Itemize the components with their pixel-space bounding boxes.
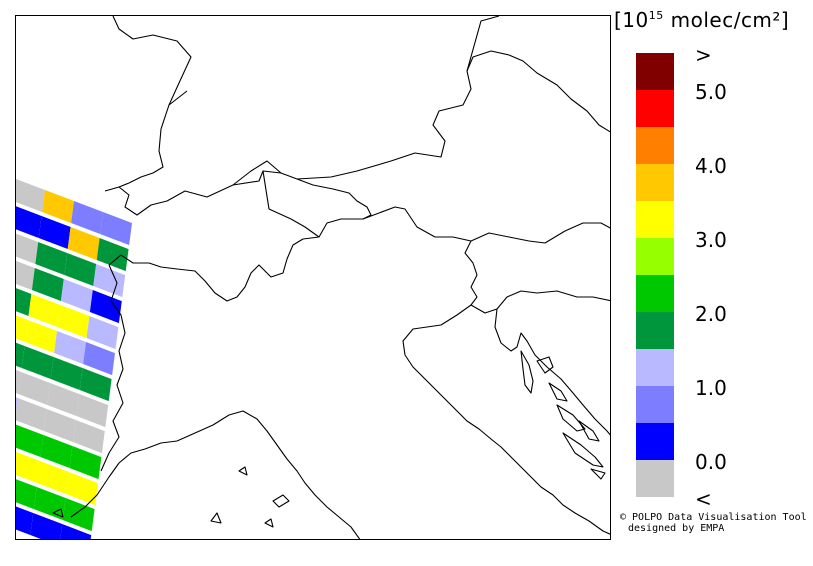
- swath-pixel: [72, 420, 105, 454]
- island-capraia: [238, 466, 248, 476]
- swath-pixel: [35, 242, 68, 276]
- colorbar-tick-label: 2.0: [695, 302, 727, 326]
- island-krk: [536, 356, 554, 374]
- swath-pixel: [96, 238, 129, 272]
- swath-pixel: [71, 201, 103, 235]
- credit-text: © POLPO Data Visualisation Tool designed…: [620, 512, 807, 534]
- swath-pixel: [16, 206, 42, 239]
- border-switzerland: [108, 170, 372, 302]
- colorbar-tick-label: <: [695, 487, 712, 511]
- colorbar-tick-label: 1.0: [695, 376, 727, 400]
- swath-pixel: [21, 346, 54, 380]
- swath-pixel: [16, 288, 32, 317]
- border-france-italy: [100, 264, 126, 472]
- map-panel[interactable]: [15, 15, 611, 540]
- swath-pixel: [25, 320, 57, 354]
- swath-pixel: [16, 479, 37, 510]
- swath-pixel: [33, 487, 66, 521]
- colorbar: [636, 53, 676, 497]
- swath-pixel: [38, 216, 71, 250]
- swath-pixel: [47, 383, 80, 417]
- colorbar-swatch: [636, 423, 674, 460]
- swath-pixel: [60, 524, 92, 539]
- colorbar-unit-label: [1015 molec/cm²]: [614, 8, 790, 32]
- border-austria-germany: [232, 50, 610, 238]
- colorbar-tick-label: 3.0: [695, 228, 727, 252]
- colorbar-tick-label: 5.0: [695, 80, 727, 104]
- coast-istria-croatia: [494, 308, 610, 436]
- swath-pixel: [16, 424, 44, 458]
- swath-pixel: [16, 398, 47, 432]
- swath-pixel: [100, 212, 132, 246]
- colorbar-swatch: [636, 53, 674, 90]
- border-germany-north: [168, 16, 500, 106]
- island-pag: [556, 404, 586, 432]
- colorbar-swatch: [636, 386, 674, 423]
- coast-italy-adriatic: [402, 304, 610, 535]
- swath-pixel: [54, 331, 86, 365]
- island-rab: [548, 382, 568, 402]
- colorbar-tick-label: 0.0: [695, 450, 727, 474]
- border-alps-east: [362, 206, 610, 244]
- border-slovenia: [464, 240, 610, 314]
- swath-pixel: [42, 190, 74, 224]
- colorbar-swatch: [636, 312, 674, 349]
- colorbar-swatch: [636, 349, 674, 386]
- satellite-swath: [16, 179, 132, 539]
- island-gorgona: [264, 518, 274, 528]
- colorbar-swatch: [636, 164, 674, 201]
- swath-pixel: [93, 264, 126, 298]
- swath-pixel: [16, 315, 28, 343]
- island-elba: [272, 494, 290, 508]
- swath-pixel: [28, 294, 61, 328]
- colorbar-tick-label: >: [695, 43, 712, 67]
- swath-pixel: [83, 342, 115, 376]
- credit-line-1: © POLPO Data Visualisation Tool: [620, 512, 807, 523]
- map-canvas[interactable]: [16, 16, 611, 540]
- swath-pixel: [16, 370, 22, 395]
- island-corsica-tip: [210, 512, 222, 524]
- swath-pixel: [16, 397, 18, 412]
- swath-pixel: [30, 513, 63, 539]
- swath-pixel: [16, 179, 45, 213]
- swath-pixel: [62, 498, 95, 532]
- swath-pixel: [69, 446, 102, 480]
- colorbar-swatch: [636, 201, 674, 238]
- swath-pixel: [43, 409, 76, 443]
- island-cres: [520, 350, 534, 394]
- border-france-north: [104, 16, 192, 192]
- swath-pixel: [16, 260, 35, 291]
- swath-pixel: [37, 461, 69, 495]
- credit-line-2: designed by EMPA: [628, 523, 725, 534]
- colorbar-swatch: [636, 275, 674, 312]
- swath-pixel: [86, 316, 119, 350]
- swath-pixel: [60, 279, 93, 313]
- swath-pixel: [40, 435, 73, 469]
- island-small-3: [52, 508, 64, 518]
- island-dugi: [562, 432, 604, 468]
- island-small-2: [590, 468, 606, 480]
- swath-pixel: [18, 372, 51, 406]
- colorbar-tick-label: 4.0: [695, 154, 727, 178]
- swath-pixel: [50, 357, 83, 391]
- coast-liguria: [70, 410, 361, 539]
- swath-pixel: [67, 227, 100, 261]
- swath-pixel: [16, 342, 25, 369]
- swath-pixel: [66, 472, 98, 506]
- swath-pixel: [89, 290, 122, 324]
- colorbar-swatch: [636, 460, 674, 497]
- swath-pixel: [79, 368, 112, 402]
- swath-pixel: [31, 268, 64, 302]
- swath-pixel: [16, 233, 39, 265]
- swath-pixel: [57, 305, 90, 339]
- island-small-1: [578, 420, 600, 442]
- swath-pixel: [16, 506, 34, 536]
- swath-pixel: [76, 394, 109, 428]
- swath-pixel: [64, 253, 97, 287]
- swath-pixel: [16, 451, 40, 484]
- colorbar-swatch: [636, 127, 674, 164]
- coastline-and-borders: [52, 16, 610, 539]
- colorbar-swatch: [636, 238, 674, 275]
- colorbar-swatch: [636, 90, 674, 127]
